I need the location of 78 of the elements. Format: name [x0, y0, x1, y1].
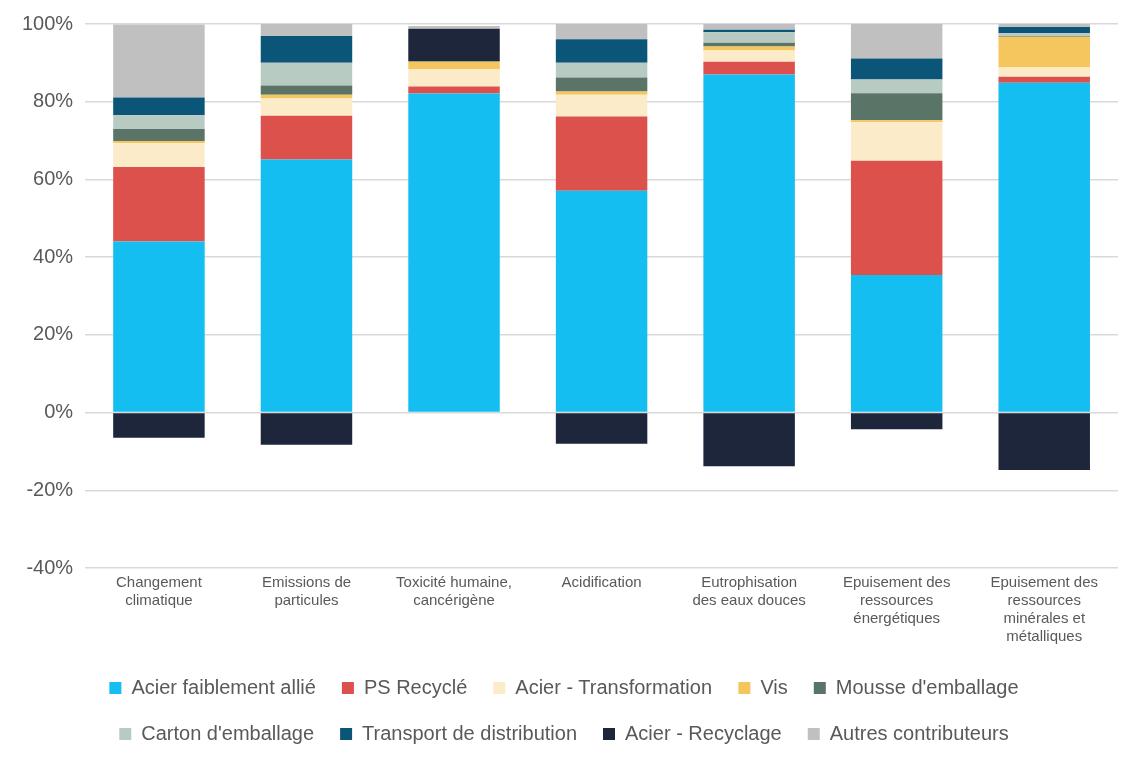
bar [408, 25, 500, 29]
x-tick-label: Acidification [561, 573, 642, 591]
bar [850, 79, 943, 94]
bar [113, 166, 205, 242]
bar [113, 413, 205, 438]
bar [408, 86, 500, 94]
x-tick-label: Changement climatique [115, 573, 203, 609]
bar [260, 94, 353, 99]
bar [703, 24, 795, 30]
bar [998, 27, 1090, 34]
bar [260, 98, 353, 116]
bar [555, 413, 648, 444]
bar [260, 24, 353, 37]
x-tick-label: Eutrophisation des eaux douces [692, 573, 806, 609]
bar [113, 115, 205, 129]
bar [555, 39, 648, 63]
x-tick-label: Epuisement des ressources minérales et métalliques [990, 573, 1099, 645]
legend-label: Acier - Recyclage [625, 721, 782, 744]
bar [260, 85, 353, 95]
legend-label: Acier - Transformation [515, 675, 713, 698]
bar [260, 413, 353, 445]
x-tick-label: Epuisement des ressources énergétiques [842, 573, 951, 627]
bar [703, 50, 795, 62]
bar [408, 28, 500, 61]
y-tick-label: -20% [26, 477, 74, 500]
bar [998, 24, 1090, 28]
legend-label: Vis [760, 675, 788, 698]
bar [408, 93, 500, 412]
bar [260, 159, 353, 412]
bar [113, 128, 205, 141]
y-tick-label: 100% [22, 11, 74, 34]
legend-label: Acier faiblement allié [131, 675, 316, 698]
bar [850, 93, 943, 121]
bar [408, 69, 500, 87]
bar [703, 413, 795, 467]
legend-label: Transport de distribution [362, 721, 578, 744]
bar [998, 67, 1090, 77]
bar [260, 62, 353, 86]
x-tick-label: Toxicité humaine, cancérigène [396, 573, 512, 609]
legend-label: Mousse d'emballage [835, 675, 1019, 698]
legend-label: Autres contributeurs [829, 721, 1009, 744]
bar [555, 24, 648, 40]
bar [555, 77, 648, 92]
bar [408, 61, 500, 70]
y-tick-label: 60% [33, 166, 74, 189]
bar [555, 116, 648, 191]
bar [850, 413, 943, 430]
bar [703, 42, 795, 47]
bar [998, 82, 1090, 412]
bar [555, 190, 648, 412]
y-tick-label: 0% [44, 400, 74, 423]
bar [555, 94, 648, 117]
bar [260, 36, 353, 63]
y-tick-label: 20% [33, 322, 74, 345]
bar [850, 58, 943, 80]
bar [260, 115, 353, 160]
bar [113, 241, 205, 412]
legend-label: Carton d'emballage [141, 721, 315, 744]
bar [113, 24, 205, 98]
y-tick-label: 40% [33, 244, 74, 267]
bar [703, 61, 795, 75]
bar [850, 24, 943, 59]
bar [113, 97, 205, 116]
x-tick-label: Emissions de particules [261, 573, 352, 609]
y-tick-label: -40% [26, 555, 74, 578]
bar [555, 62, 648, 78]
bar [850, 122, 943, 161]
bar [850, 160, 943, 276]
y-tick-label: 80% [33, 89, 74, 112]
bar [998, 36, 1090, 68]
bar [703, 74, 795, 412]
bar [703, 32, 795, 43]
bar [113, 143, 205, 167]
bar [850, 275, 943, 412]
bar [998, 76, 1090, 83]
legend-label: PS Recyclé [363, 675, 468, 698]
bar [998, 413, 1090, 471]
bar [555, 91, 648, 95]
